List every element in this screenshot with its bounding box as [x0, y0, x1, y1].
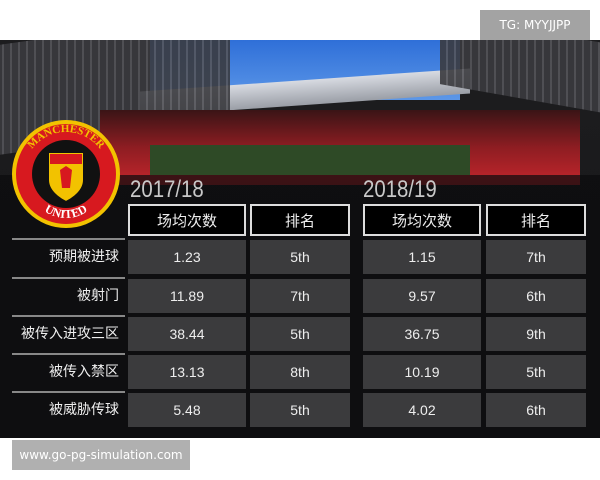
table-cell: 36.75 — [363, 317, 481, 351]
header-avg-2017: 场均次数 — [128, 204, 246, 236]
row-label: 被传入进攻三区 — [12, 315, 125, 351]
table-cell: 4.02 — [363, 393, 481, 427]
season-label-2017: 2017/18 — [130, 176, 204, 203]
table-cell: 13.13 — [128, 355, 246, 389]
table-cell: 6th — [486, 393, 586, 427]
table-cell: 7th — [486, 240, 586, 274]
table-cell: 8th — [250, 355, 350, 389]
header-avg-2018: 场均次数 — [363, 204, 481, 236]
club-crest-logo: MANCHESTER UNITED — [12, 120, 120, 228]
table-cell: 5.48 — [128, 393, 246, 427]
table-cell: 9th — [486, 317, 586, 351]
table-cell: 7th — [250, 279, 350, 313]
table-cell: 5th — [486, 355, 586, 389]
row-label: 被威胁传球 — [12, 391, 125, 427]
table-cell: 6th — [486, 279, 586, 313]
svg-text:UNITED: UNITED — [43, 201, 90, 221]
watermark-top: TG: MYYJJPP — [480, 10, 590, 40]
watermark-bottom: www.go-pg-simulation.com — [12, 440, 190, 470]
table-cell: 5th — [250, 317, 350, 351]
table-cell: 5th — [250, 393, 350, 427]
table-cell: 11.89 — [128, 279, 246, 313]
table-cell: 10.19 — [363, 355, 481, 389]
header-rank-2017: 排名 — [250, 204, 350, 236]
row-label: 被传入禁区 — [12, 353, 125, 389]
table-cell: 1.15 — [363, 240, 481, 274]
table-cell: 5th — [250, 240, 350, 274]
header-rank-2018: 排名 — [486, 204, 586, 236]
table-cell: 38.44 — [128, 317, 246, 351]
season-label-2018: 2018/19 — [363, 176, 437, 203]
table-cell: 1.23 — [128, 240, 246, 274]
row-label: 被射门 — [12, 277, 125, 313]
row-label: 预期被进球 — [12, 238, 125, 274]
table-cell: 9.57 — [363, 279, 481, 313]
